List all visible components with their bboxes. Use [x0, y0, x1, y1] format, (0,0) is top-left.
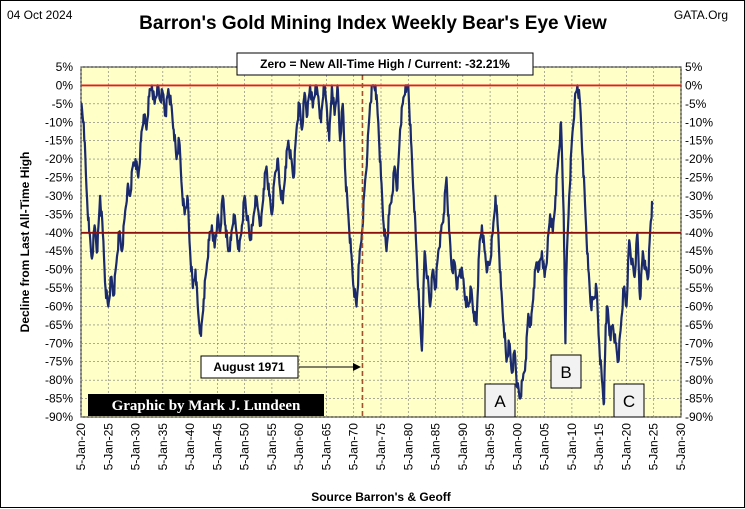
letter-c-box	[613, 383, 645, 418]
y-tick-label: -60%	[45, 299, 73, 313]
zero-note-text: Zero = New All-Time High / Current: -32.…	[260, 57, 510, 71]
y-tick-label-right: -35%	[685, 207, 713, 221]
letter-b-box	[550, 354, 582, 389]
x-tick-label: 5-Jan-75	[374, 423, 388, 471]
y-tick-label-right: -45%	[685, 244, 713, 258]
y-tick-label: -80%	[45, 373, 73, 387]
x-tick-label: 5-Jan-40	[183, 423, 197, 471]
y-tick-label: -40%	[45, 226, 73, 240]
y-tick-label-right: -5%	[685, 97, 707, 111]
y-tick-label: -25%	[45, 171, 73, 185]
august-label-text: August 1971	[213, 360, 285, 374]
series-line	[80, 84, 654, 406]
x-axis-label: Source Barron's & Geoff	[311, 490, 452, 504]
y-tick-label: 0%	[56, 78, 74, 92]
y-tick-label-right: 5%	[685, 60, 703, 74]
y-tick-label-right: -80%	[685, 373, 713, 387]
y-tick-label-right: -75%	[685, 355, 713, 369]
letter-c: C	[623, 392, 635, 411]
y-tick-label: -55%	[45, 281, 73, 295]
y-tick-label-right: -90%	[685, 410, 713, 424]
y-tick-label: -35%	[45, 207, 73, 221]
x-tick-label: 5-Jan-20	[619, 423, 633, 471]
letter-b: B	[560, 363, 571, 382]
letter-a-box	[484, 383, 516, 418]
x-tick-label: 5-Jan-55	[265, 423, 279, 471]
x-tick-label: 5-Jan-00	[510, 423, 524, 471]
x-tick-labels: 5-Jan-20 5-Jan-25 5-Jan-30 5-Jan-35 5-Jan-40…	[74, 423, 688, 471]
y-tick-labels-right: 5% 0% -5% -10% -15% -20% -25% -30% -35% -40% -45% -…	[685, 60, 713, 424]
y-tick-label: -5%	[52, 97, 74, 111]
x-tick-label: 5-Jan-50	[238, 423, 252, 471]
y-tick-label-right: 0%	[685, 78, 703, 92]
y-tick-label-right: -60%	[685, 299, 713, 313]
y-tick-label-right: -65%	[685, 318, 713, 332]
y-tick-label: -75%	[45, 355, 73, 369]
credit-text: Graphic by Mark J. Lundeen	[112, 398, 301, 414]
chart-title: Barron's Gold Mining Index Weekly Bear's…	[139, 13, 607, 34]
y-tick-labels-left: 5% 0% -5% -10% -15% -20% -25% -30% -35% -40% -45% -…	[45, 60, 73, 424]
august-label-box	[200, 355, 299, 379]
x-tick-label: 5-Jan-45	[210, 423, 224, 471]
x-tick-label: 5-Jan-25	[101, 423, 115, 471]
x-tick-label: 5-Jan-30	[129, 423, 143, 471]
source-tag: GATA.Org	[674, 8, 728, 22]
credit-box	[88, 394, 324, 416]
zero-note-box	[236, 52, 534, 76]
y-tick-label: -10%	[45, 115, 73, 129]
x-tick-label: 5-Jan-85	[429, 423, 443, 471]
x-tick-label: 5-Jan-25	[647, 423, 661, 471]
y-tick-label-right: -25%	[685, 171, 713, 185]
y-axis-label: Decline from Last All-Time High	[18, 152, 32, 333]
x-tick-label: 5-Jan-35	[156, 423, 170, 471]
y-tick-label-right: -85%	[685, 392, 713, 406]
x-tick-label: 5-Jan-70	[347, 423, 361, 471]
y-tick-label-right: -15%	[685, 134, 713, 148]
y-tick-label: -15%	[45, 134, 73, 148]
date-label: 04 Oct 2024	[7, 8, 73, 22]
x-tick-label: 5-Jan-95	[483, 423, 497, 471]
x-tick-label: 5-Jan-80	[401, 423, 415, 471]
y-tick-label: -30%	[45, 189, 73, 203]
x-tick-label: 5-Jan-15	[592, 423, 606, 471]
y-tick-label-right: -10%	[685, 115, 713, 129]
y-tick-label-right: -70%	[685, 336, 713, 350]
x-tick-label: 5-Jan-90	[456, 423, 470, 471]
x-tick-label: 5-Jan-30	[674, 423, 688, 471]
x-tick-label: 5-Jan-65	[319, 423, 333, 471]
y-tick-label: -85%	[45, 392, 73, 406]
x-tick-label: 5-Jan-20	[74, 423, 88, 471]
y-tick-label: 5%	[56, 60, 74, 74]
x-tick-label: 5-Jan-60	[292, 423, 306, 471]
y-tick-label: -65%	[45, 318, 73, 332]
y-tick-label-right: -50%	[685, 263, 713, 277]
letter-a: A	[494, 392, 506, 411]
x-tick-label: 5-Jan-05	[538, 423, 552, 471]
y-tick-label-right: -20%	[685, 152, 713, 166]
y-tick-label: -70%	[45, 336, 73, 350]
y-tick-label: -50%	[45, 263, 73, 277]
august-arrowhead	[353, 363, 361, 371]
y-tick-label: -45%	[45, 244, 73, 258]
y-tick-label-right: -40%	[685, 226, 713, 240]
y-tick-label: -90%	[45, 410, 73, 424]
x-tick-label: 5-Jan-10	[565, 423, 579, 471]
y-tick-label-right: -30%	[685, 189, 713, 203]
y-tick-label: -20%	[45, 152, 73, 166]
y-tick-label-right: -55%	[685, 281, 713, 295]
